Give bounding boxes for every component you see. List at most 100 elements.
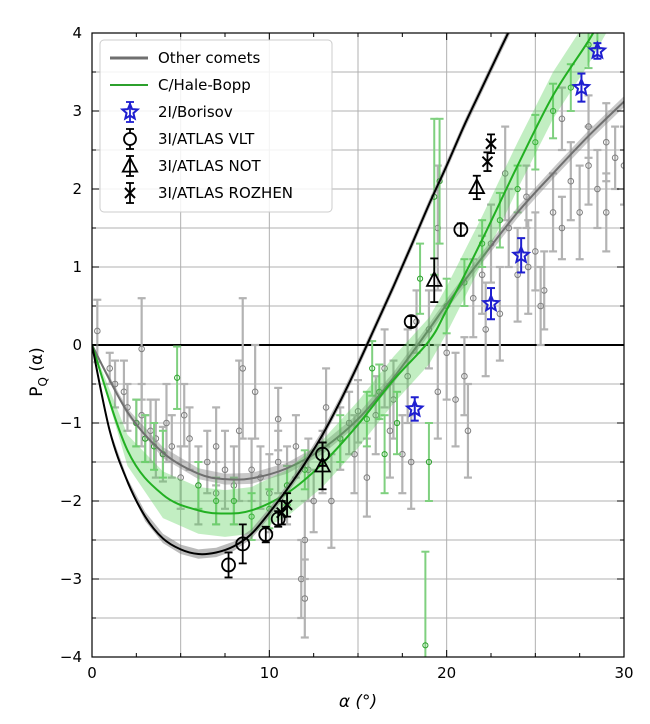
legend-label: 2I/Borisov <box>158 103 233 121</box>
hale-bopp-point <box>416 275 424 282</box>
other-comet-point <box>425 326 433 333</box>
legend-marker-atlas-rozhen-stroke <box>124 187 136 199</box>
atlas-not-point <box>313 455 332 473</box>
other-comet-point <box>345 419 353 427</box>
legend-label: 3I/ATLAS ROZHEN <box>158 184 293 202</box>
other-comet-point <box>434 388 442 396</box>
borisov-point <box>571 77 592 97</box>
other-comet-point <box>212 443 220 450</box>
other-comet-point <box>248 466 255 474</box>
legend-marker-borisov <box>119 101 141 121</box>
atlas-vlt-point <box>453 222 469 237</box>
other-comet-point <box>482 326 489 333</box>
atlas-not-point <box>468 177 486 194</box>
hale-bopp-point <box>393 419 401 427</box>
other-comet-point <box>558 115 566 123</box>
other-comet-point <box>602 138 610 146</box>
other-comet-point <box>186 435 193 442</box>
other-comet-point <box>310 497 317 505</box>
atlas-rozhen-point <box>485 138 497 150</box>
y-tick-label: −2 <box>60 492 82 510</box>
other-comet-point <box>177 474 184 481</box>
y-tick-label: 2 <box>72 180 82 198</box>
hale-bopp-point <box>230 497 237 505</box>
hale-bopp-point <box>549 107 557 115</box>
hale-bopp-point <box>248 513 255 520</box>
other-comet-point <box>532 248 539 255</box>
hale-bopp-point <box>381 451 388 458</box>
hale-bopp-point <box>174 374 181 381</box>
y-axis-label: PQ (α) <box>27 347 50 397</box>
legend-label: Other comets <box>158 49 261 67</box>
atlas-vlt-point <box>270 511 286 527</box>
ticks: 0 10 20 30 −4 −3 −2 −1 0 1 2 3 4 <box>60 24 634 682</box>
atlas-vlt-point <box>403 314 419 330</box>
hale-bopp-point <box>422 642 429 649</box>
other-comet-point <box>221 466 229 474</box>
other-comet-point <box>322 404 330 411</box>
atlas-rozhen-point-stroke <box>281 499 293 511</box>
other-comet-point <box>404 372 411 380</box>
other-comet-point <box>478 271 486 279</box>
other-comet-point <box>301 595 309 602</box>
x-tick-label: 0 <box>87 664 97 682</box>
borisov-point <box>587 40 608 60</box>
other-comet-point <box>351 450 358 458</box>
other-comet-point <box>558 224 566 232</box>
borisov-point <box>480 293 502 313</box>
other-comet-point <box>328 497 335 505</box>
y-tick-label: 1 <box>72 258 82 276</box>
other-comet-point <box>461 372 468 380</box>
other-comet-point <box>537 302 544 310</box>
other-comet-point <box>594 185 601 193</box>
atlas-rozhen-point-stroke <box>481 155 494 168</box>
legend-marker-atlas-vlt <box>123 132 137 146</box>
y-tick-label: −3 <box>60 570 82 588</box>
other-comet-point <box>386 427 394 435</box>
other-comet-point <box>274 458 282 466</box>
other-comet-point <box>452 396 459 403</box>
legend-label: 3I/ATLAS NOT <box>158 157 262 175</box>
atlas-fit-line <box>92 33 510 556</box>
y-tick-label: −4 <box>60 648 82 666</box>
borisov-point <box>404 398 425 418</box>
other-comet-point <box>239 365 247 372</box>
hale-bopp-point <box>425 458 433 466</box>
other-comet-point <box>292 443 300 450</box>
atlas-rozhen-point <box>481 155 494 168</box>
legend-label: 3I/ATLAS VLT <box>158 130 255 148</box>
other-comet-point <box>524 263 532 271</box>
hale-bopp-point <box>363 416 370 423</box>
atlas-vlt-point <box>235 536 251 552</box>
hale-bopp-point <box>514 185 521 193</box>
x-tick-label: 20 <box>437 664 456 682</box>
y-tick-label: −1 <box>60 414 82 432</box>
hale-bopp-point <box>213 497 220 505</box>
other-comet-point <box>585 123 592 130</box>
other-comet-point <box>180 411 188 419</box>
other-comets-fit-line <box>92 100 624 481</box>
other-comet-point <box>620 162 624 169</box>
legend-box <box>99 39 333 213</box>
atlas-rozhen-point-stroke <box>485 138 497 150</box>
other-comet-point <box>549 209 557 216</box>
other-comet-point <box>152 435 160 442</box>
other-comet-point <box>576 209 583 216</box>
hale-bopp-point <box>595 23 600 28</box>
other-comet-point <box>407 458 415 466</box>
x-axis-label: α (°) <box>339 692 377 712</box>
y-tick-label: 3 <box>72 102 82 120</box>
atlas-vlt-point <box>258 527 274 542</box>
other-comet-point <box>138 345 145 353</box>
other-comet-point <box>523 193 530 201</box>
other-comet-point <box>611 154 619 162</box>
legend-label: C/Hale-Bopp <box>158 76 251 94</box>
other-comet-point <box>203 458 211 466</box>
y-axis-label-tail: (α) <box>27 347 47 377</box>
x-tick-label: 30 <box>614 664 633 682</box>
other-comet-point <box>94 327 101 335</box>
y-axis-label-sub: Q <box>36 377 50 386</box>
legend: Other comets C/Hale-Bopp 2I/Borisov 3I/ATLA… <box>99 39 333 213</box>
hale-bopp-point <box>496 217 503 224</box>
